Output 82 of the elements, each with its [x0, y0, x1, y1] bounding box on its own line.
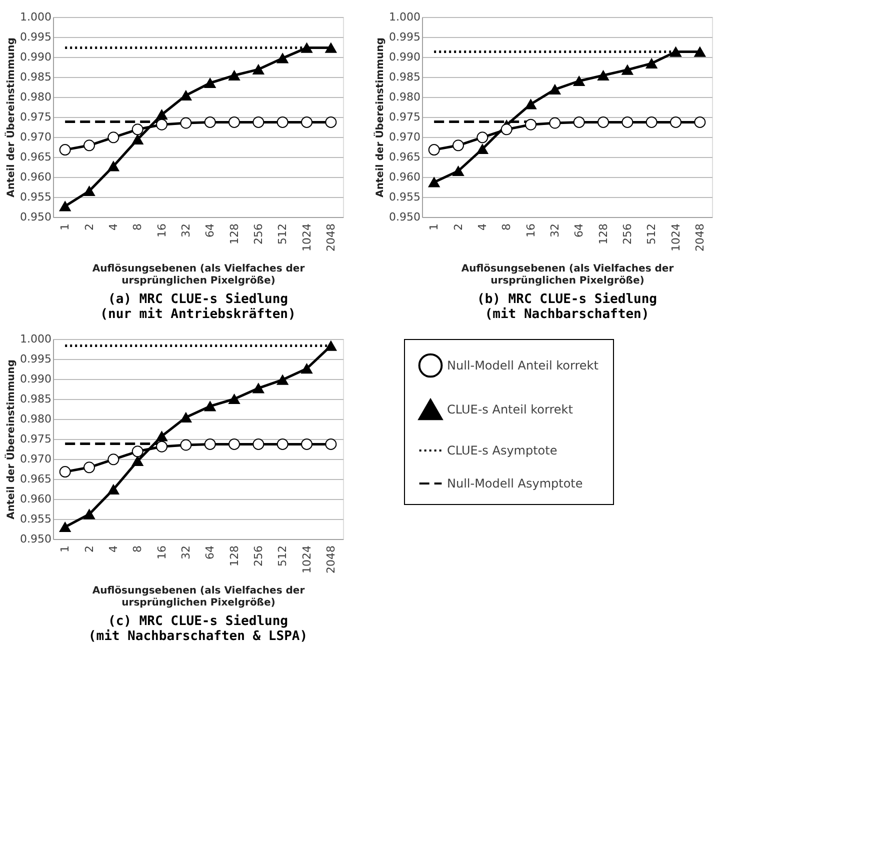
x-tick-label: 128: [228, 224, 241, 244]
x-tick-label: 128: [228, 546, 241, 566]
y-tick-label: 0.985: [20, 392, 52, 406]
x-tick-label: 8: [500, 224, 514, 230]
x-tick-label: 32: [179, 224, 192, 238]
legend-label: Null-Modell Asymptote: [447, 476, 583, 490]
y-tick-label: 0.970: [20, 130, 52, 144]
x-tick-label: 4: [106, 224, 120, 230]
x-tick-label: 32: [179, 546, 192, 560]
x-tick-label: 4: [106, 546, 120, 552]
x-tick-label: 1: [58, 224, 72, 230]
x-tick-label: 16: [155, 224, 168, 238]
y-tick-label: 1.000: [20, 10, 52, 24]
text: (a) MRC CLUE-s Siedlung (nur mit Antriebskräften): [100, 292, 296, 322]
x-tick-label: 8: [131, 224, 144, 230]
y-tick-label: 0.960: [20, 170, 52, 184]
x-tick-label: 256: [620, 224, 634, 244]
x-tick-label: 32: [548, 224, 562, 238]
y-tick-label: 0.965: [20, 150, 52, 164]
y-axis-title: Anteil der Übereinstimmung: [4, 360, 18, 520]
y-tick-label: 0.985: [389, 70, 420, 84]
y-tick-label: 0.990: [20, 50, 52, 64]
y-tick-label: 1.000: [20, 332, 52, 346]
y-tick-label: 0.955: [20, 190, 52, 204]
x-tick-label: 64: [204, 224, 217, 238]
x-tick-label: 2048: [324, 546, 338, 574]
x-tick-label: 2: [82, 546, 96, 552]
x-tick-label: 16: [524, 224, 538, 238]
x-tick-label: 16: [155, 546, 168, 560]
x-tick-label: 2048: [324, 224, 338, 252]
x-tick-label: 256: [252, 224, 265, 244]
y-axis-title: Anteil der Übereinstimmung: [373, 38, 386, 198]
y-tick-label: 0.995: [389, 30, 420, 44]
y-tick-label: 0.960: [20, 492, 52, 506]
y-tick-label: 0.970: [389, 130, 420, 144]
y-tick-label: 0.975: [20, 432, 52, 446]
x-tick-label: 1024: [300, 224, 314, 252]
y-tick-label: 0.990: [389, 50, 420, 64]
x-tick-label: 64: [204, 546, 217, 560]
text: (c) MRC CLUE-s Siedlung (mit Nachbarschaften & LSPA): [88, 614, 308, 644]
x-tick-label: 64: [572, 224, 586, 238]
y-tick-label: 0.990: [20, 372, 52, 386]
legend-label: Null-Modell Anteil korrekt: [447, 358, 599, 372]
y-tick-label: 0.995: [20, 30, 52, 44]
y-axis-title: Anteil der Übereinstimmung: [4, 38, 18, 198]
x-axis-title: Auflösungsebenen (als Vielfaches der ursprünglichen Pixelgröße): [92, 585, 305, 608]
y-tick-label: 0.950: [389, 210, 420, 224]
y-tick-label: 0.985: [20, 70, 52, 84]
x-tick-label: 8: [131, 546, 144, 552]
x-tick-label: 128: [596, 224, 610, 244]
x-axis-title: Auflösungsebenen (als Vielfaches der ursprünglichen Pixelgröße): [461, 263, 674, 286]
x-tick-label: 1: [428, 224, 441, 230]
y-tick-label: 0.980: [20, 90, 52, 104]
y-tick-label: 0.955: [389, 190, 420, 204]
x-tick-label: 512: [276, 546, 290, 566]
y-tick-label: 0.995: [20, 352, 52, 366]
y-tick-label: 0.950: [20, 210, 52, 224]
y-tick-label: 0.980: [20, 412, 52, 426]
x-tick-label: 1024: [300, 546, 314, 574]
x-tick-label: 256: [252, 546, 265, 566]
y-tick-label: 0.960: [389, 170, 420, 184]
x-tick-label: 512: [276, 224, 290, 244]
x-axis-title: Auflösungsebenen (als Vielfaches der ursprünglichen Pixelgröße): [92, 263, 305, 286]
x-tick-label: 1: [58, 546, 72, 552]
x-tick-label: 4: [476, 224, 489, 230]
legend-label: CLUE-s Anteil korrekt: [447, 402, 574, 416]
y-tick-label: 0.965: [20, 472, 52, 486]
y-tick-label: 0.965: [389, 150, 420, 164]
x-tick-label: 2048: [693, 224, 706, 252]
y-tick-label: 0.975: [389, 110, 420, 124]
x-tick-label: 512: [645, 224, 658, 244]
y-tick-label: 0.975: [20, 110, 52, 124]
y-tick-label: 0.950: [20, 532, 52, 546]
x-tick-label: 1024: [669, 224, 682, 252]
y-tick-label: 0.980: [389, 90, 420, 104]
y-tick-label: 0.955: [20, 512, 52, 526]
text: (b) MRC CLUE-s Siedlung (mit Nachbarschaften): [476, 292, 658, 322]
x-tick-label: 2: [82, 224, 96, 230]
legend-label: CLUE-s Asymptote: [447, 444, 558, 458]
y-tick-label: 0.970: [20, 452, 52, 466]
y-tick-label: 1.000: [389, 10, 420, 24]
x-tick-label: 2: [452, 224, 465, 230]
